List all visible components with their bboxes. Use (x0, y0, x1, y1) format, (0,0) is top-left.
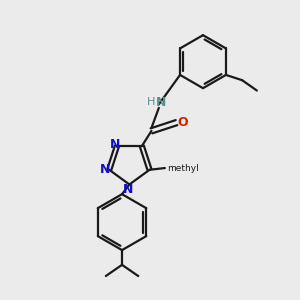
Text: N: N (100, 163, 110, 176)
Text: methyl: methyl (167, 164, 198, 172)
Text: N: N (110, 138, 120, 152)
Text: O: O (178, 116, 188, 128)
Text: N: N (123, 183, 134, 196)
Text: methyl: methyl (171, 166, 176, 167)
Text: N: N (156, 96, 166, 109)
Text: methyl: methyl (0, 299, 1, 300)
Text: H: H (146, 97, 155, 107)
